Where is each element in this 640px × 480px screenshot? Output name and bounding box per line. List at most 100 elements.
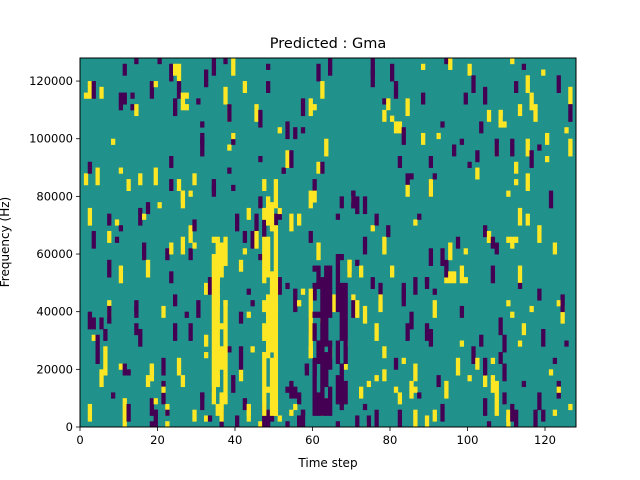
- heatmap-cell: [564, 340, 569, 347]
- heatmap-cell: [254, 213, 259, 232]
- heatmap-cell: [405, 98, 410, 117]
- heatmap-cell: [242, 398, 248, 411]
- heatmap-cell: [409, 311, 414, 330]
- heatmap-cell: [262, 409, 267, 416]
- heatmap-cell: [157, 202, 162, 209]
- heatmap-cell: [316, 392, 321, 416]
- heatmap-cell: [273, 225, 279, 238]
- heatmap-cell: [432, 300, 437, 318]
- heatmap-cell: [262, 236, 267, 261]
- heatmap-cell: [343, 323, 348, 336]
- heatmap-cell: [266, 305, 271, 324]
- heatmap-cell: [351, 300, 356, 318]
- heatmap-cell: [537, 144, 542, 151]
- heatmap-cell: [173, 294, 178, 307]
- heatmap-cell: [235, 213, 240, 232]
- heatmap-cell: [320, 277, 325, 290]
- heatmap-cell: [362, 196, 368, 215]
- heatmap-cell: [107, 305, 112, 324]
- heatmap-cell: [134, 104, 139, 117]
- heatmap-cell: [269, 202, 275, 226]
- heatmap-cell: [273, 305, 279, 318]
- heatmap-cell: [250, 300, 255, 307]
- heatmap-cell: [266, 63, 271, 70]
- heatmap-cell: [428, 248, 434, 266]
- heatmap-cell: [87, 81, 93, 99]
- heatmap-cell: [552, 357, 558, 364]
- heatmap-cell: [107, 259, 112, 278]
- heatmap-cell: [297, 415, 302, 428]
- heatmap-cell: [223, 380, 228, 405]
- heatmap-cell: [134, 300, 139, 318]
- heatmap-cell: [235, 415, 240, 428]
- heatmap-cell: [211, 236, 217, 243]
- heatmap-cell: [223, 58, 228, 65]
- heatmap-cell: [510, 403, 515, 422]
- heatmap-cell: [312, 190, 317, 203]
- heatmap-cell: [269, 282, 275, 307]
- heatmap-cell: [393, 357, 399, 370]
- heatmap-cell: [266, 323, 271, 341]
- heatmap-cell: [246, 207, 251, 220]
- heatmap-cell: [324, 363, 329, 388]
- heatmap-cell: [149, 398, 155, 416]
- heatmap-cell: [320, 357, 325, 382]
- heatmap-cell: [393, 386, 399, 393]
- heatmap-cell: [424, 277, 430, 284]
- heatmap-cell: [537, 225, 542, 243]
- heatmap-cell: [262, 179, 267, 192]
- heatmap-cell: [142, 213, 147, 220]
- heatmap-cell: [324, 305, 329, 330]
- heatmap-cell: [204, 334, 209, 347]
- heatmap-cell: [138, 207, 143, 226]
- heatmap-cell: [467, 63, 472, 76]
- heatmap-cell: [343, 380, 348, 399]
- heatmap-cell: [525, 138, 530, 157]
- heatmap-cell: [107, 213, 112, 226]
- heatmap-cell: [95, 334, 100, 353]
- heatmap-cell: [308, 98, 313, 117]
- heatmap-cell: [370, 277, 375, 290]
- heatmap-cell: [374, 213, 379, 226]
- heatmap-cell: [219, 323, 224, 330]
- heatmap-cell: [432, 409, 437, 422]
- heatmap-cell: [320, 392, 325, 399]
- heatmap-cell: [308, 340, 313, 359]
- heatmap-cell: [448, 271, 453, 284]
- heatmap-cell: [556, 75, 561, 93]
- heatmap-cell: [223, 328, 228, 341]
- heatmap-cell: [506, 415, 511, 422]
- heatmap-cell: [122, 92, 127, 105]
- heatmap-cell: [471, 75, 476, 93]
- heatmap-cell: [312, 380, 317, 393]
- heatmap-cell: [192, 409, 197, 422]
- heatmap-cell: [215, 282, 220, 290]
- heatmap-cell: [328, 288, 333, 307]
- heatmap-cell: [297, 300, 302, 307]
- heatmap-cell: [126, 403, 131, 422]
- heatmap-cell: [335, 392, 341, 399]
- heatmap-cell: [250, 230, 255, 249]
- heatmap-cell: [510, 236, 515, 249]
- heatmap-cell: [498, 109, 503, 128]
- heatmap-cell: [95, 167, 100, 186]
- heatmap-cell: [339, 254, 344, 261]
- heatmap-cell: [506, 236, 511, 243]
- x-tick-label: 60: [305, 433, 320, 447]
- heatmap-cell: [204, 69, 209, 88]
- heatmap-cell: [455, 236, 461, 249]
- heatmap-cell: [316, 161, 321, 174]
- heatmap-cell: [386, 225, 391, 238]
- heatmap-cell: [320, 81, 325, 99]
- heatmap-cell: [378, 294, 383, 313]
- heatmap-cell: [184, 104, 189, 111]
- heatmap-cell: [521, 380, 527, 388]
- heatmap-cell: [99, 317, 104, 330]
- heatmap-cell: [289, 409, 294, 416]
- x-tick-label: 20: [150, 433, 165, 447]
- heatmap-cell: [153, 398, 158, 405]
- heatmap-cell: [266, 202, 271, 215]
- heatmap-cell: [335, 380, 341, 393]
- heatmap-cell: [211, 294, 217, 307]
- chart-title: Predicted : Gma: [270, 36, 386, 52]
